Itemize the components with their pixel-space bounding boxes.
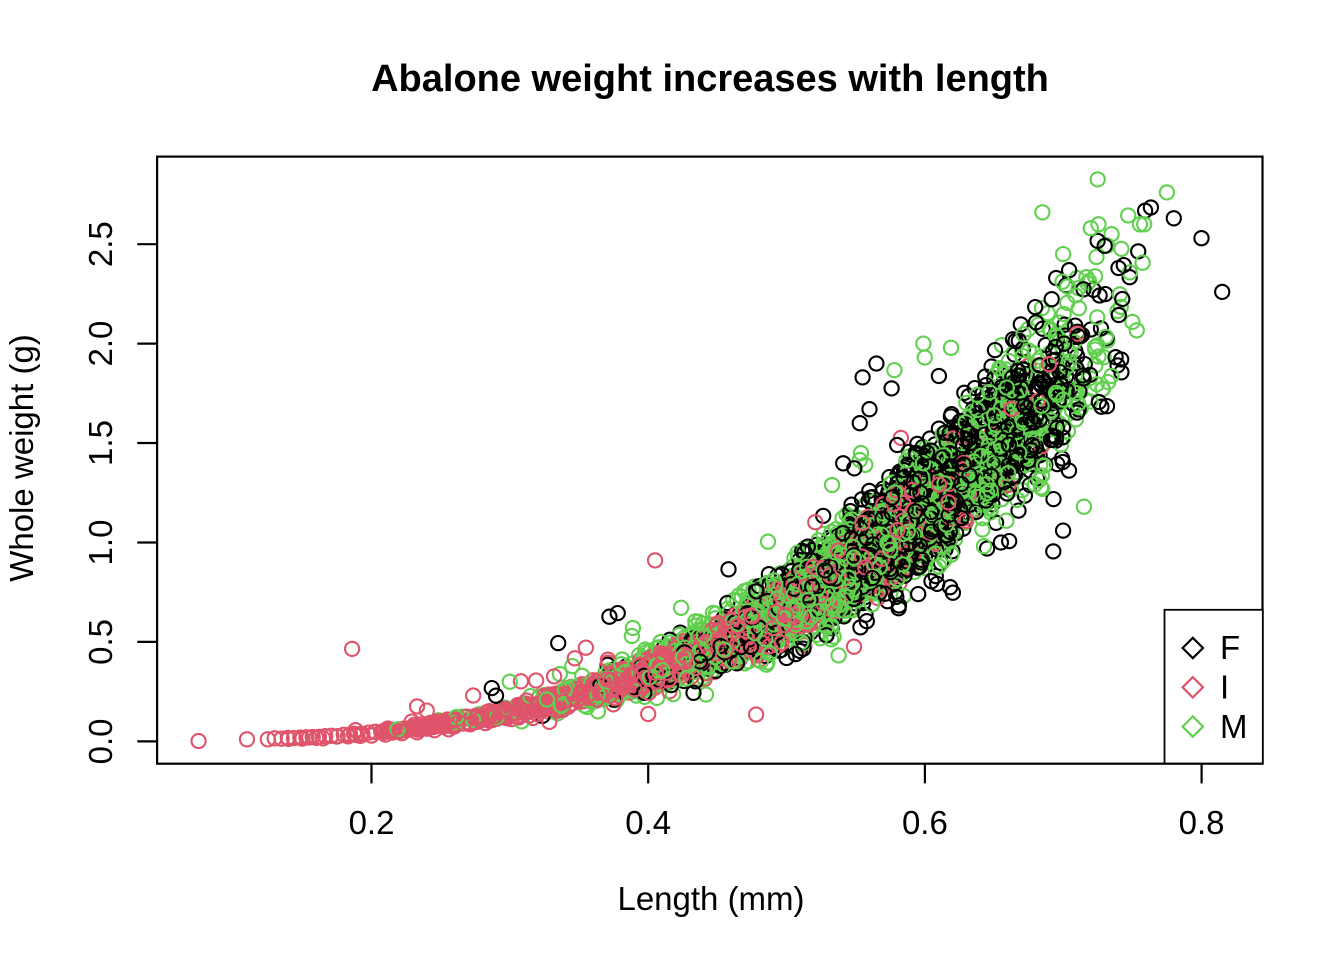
svg-text:1.5: 1.5: [82, 420, 119, 466]
svg-text:0.8: 0.8: [1179, 804, 1225, 841]
svg-text:I: I: [1220, 668, 1229, 705]
svg-text:0.0: 0.0: [82, 718, 119, 764]
svg-text:Whole weight (g): Whole weight (g): [3, 334, 40, 582]
svg-text:0.6: 0.6: [902, 804, 948, 841]
svg-text:M: M: [1220, 708, 1248, 745]
svg-text:2.0: 2.0: [82, 321, 119, 367]
svg-text:0.2: 0.2: [349, 804, 395, 841]
svg-text:0.4: 0.4: [625, 804, 671, 841]
svg-text:2.5: 2.5: [82, 221, 119, 267]
svg-text:Abalone weight increases with: Abalone weight increases with length: [371, 58, 1049, 100]
svg-text:1.0: 1.0: [82, 520, 119, 566]
svg-text:Length (mm): Length (mm): [617, 880, 804, 917]
svg-text:F: F: [1220, 629, 1240, 666]
svg-text:0.5: 0.5: [82, 619, 119, 665]
